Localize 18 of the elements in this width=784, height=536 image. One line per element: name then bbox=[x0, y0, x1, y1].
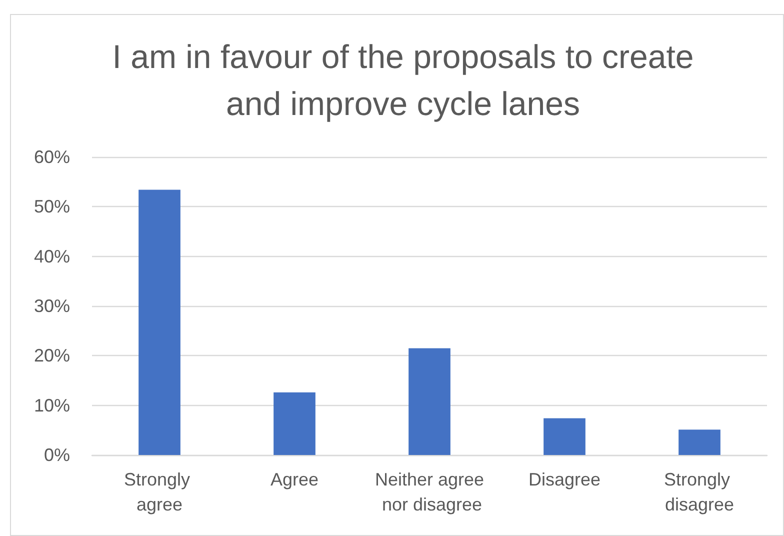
x-tick-label: Strongly agree bbox=[124, 470, 196, 514]
x-tick-label: Strongly disagree bbox=[664, 470, 736, 514]
bar bbox=[678, 430, 720, 455]
x-tick-label: Disagree bbox=[528, 470, 601, 490]
bar bbox=[138, 190, 180, 455]
bar bbox=[274, 392, 316, 455]
y-tick-label: 60% bbox=[34, 147, 70, 167]
chart-title: I am in favour of the proposals to create and improve cycle lanes bbox=[111, 37, 695, 124]
y-tick-label: 50% bbox=[34, 196, 70, 217]
y-tick-label: 40% bbox=[34, 246, 70, 266]
x-tick-label: Neither agree nor disagree bbox=[374, 470, 484, 514]
y-tick-label: 30% bbox=[34, 296, 70, 316]
y-tick-label: 10% bbox=[34, 395, 70, 416]
x-tick-label: Agree bbox=[270, 470, 319, 490]
y-tick-label: 20% bbox=[34, 346, 70, 366]
y-tick-label: 0% bbox=[44, 445, 70, 465]
bar bbox=[408, 348, 450, 455]
bar bbox=[544, 418, 586, 455]
